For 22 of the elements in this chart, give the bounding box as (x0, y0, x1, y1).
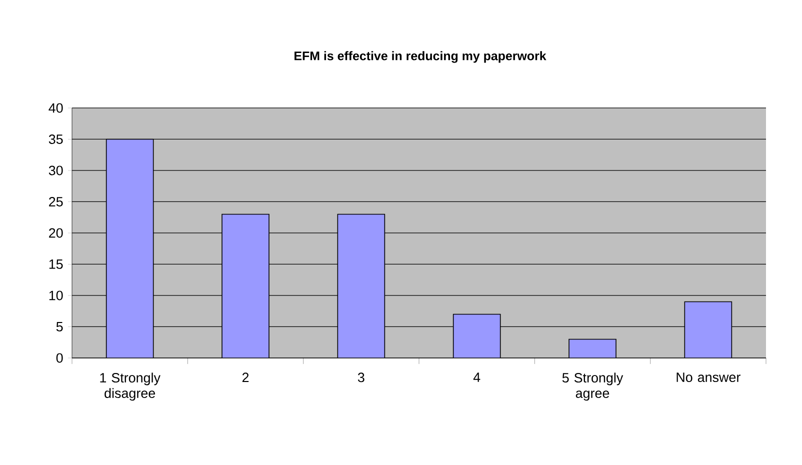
bar (452, 314, 501, 358)
y-tick-label: 25 (49, 196, 63, 206)
x-tick-label: 1 Strongly disagree (100, 372, 160, 401)
y-tick-label: 10 (49, 290, 63, 300)
bar (222, 214, 270, 358)
y-tick-label: 30 (48, 166, 63, 176)
y-tick-label: 20 (49, 228, 63, 238)
y-tick-label: 40 (48, 103, 63, 113)
y-tick-label: 0 (56, 353, 63, 363)
x-tick-label: 3 (358, 372, 364, 382)
x-tick-label: No answer (676, 372, 740, 382)
bar (337, 214, 386, 358)
x-tick-label: 5 Strongly agree (562, 372, 624, 401)
y-tick-label: 5 (56, 322, 63, 332)
x-tick-label: 4 (473, 372, 480, 382)
x-tick-label: 2 (242, 372, 249, 382)
chart-title: EFM is effective in reducing my paperwork (294, 51, 546, 63)
y-tick-label: 35 (48, 134, 63, 144)
bar (684, 301, 732, 358)
bar (568, 338, 616, 358)
bar (106, 138, 154, 358)
y-tick-label: 15 (49, 260, 63, 269)
